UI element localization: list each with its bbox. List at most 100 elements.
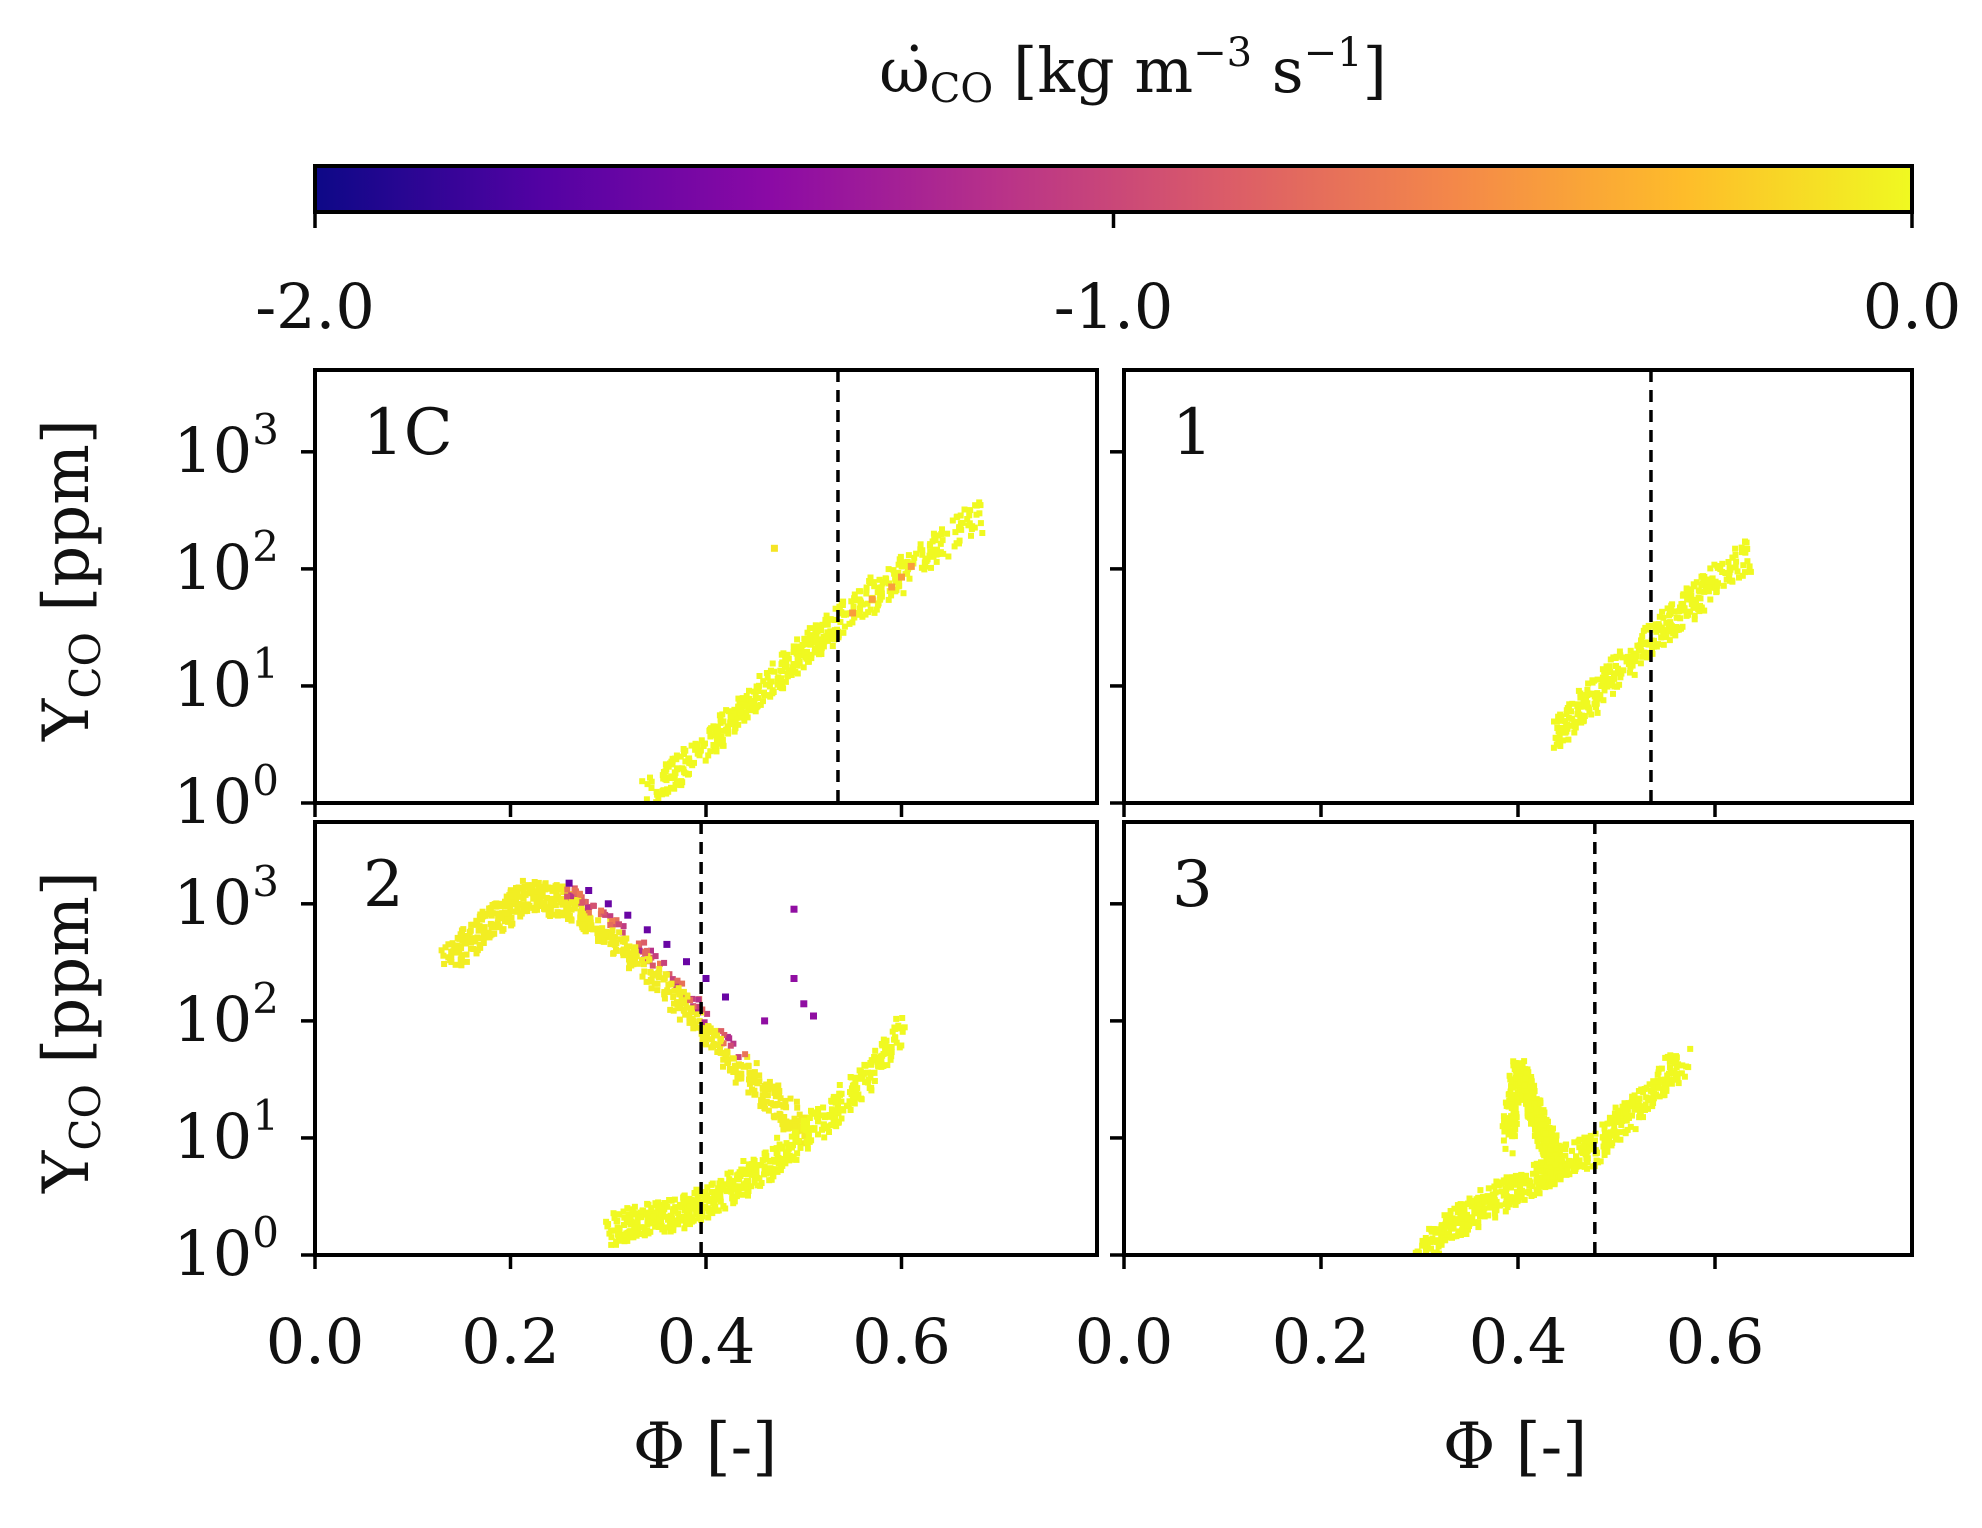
scatter-point xyxy=(666,1197,673,1203)
scatter-point xyxy=(1634,642,1641,649)
scatter-point xyxy=(1650,643,1657,650)
scatter-point xyxy=(746,1161,752,1168)
scatter-point xyxy=(1601,687,1608,694)
scatter-point xyxy=(905,552,912,559)
scatter-point xyxy=(692,746,699,753)
colorbar-label-exp1: −3 xyxy=(1193,30,1252,76)
scatter-point xyxy=(1503,1193,1510,1200)
scatter-point xyxy=(865,1069,871,1076)
scatter-point xyxy=(1562,1160,1569,1167)
scatter-point xyxy=(1629,1093,1636,1100)
scatter-point xyxy=(1545,1155,1552,1162)
scatter-point xyxy=(795,654,802,661)
scatter-point xyxy=(867,1074,874,1081)
scatter-point xyxy=(634,1223,641,1230)
scatter-point xyxy=(1663,634,1670,641)
scatter-point xyxy=(708,725,715,732)
scatter-point xyxy=(745,1089,752,1096)
scatter-point xyxy=(849,609,857,617)
scatter-point xyxy=(819,637,826,644)
scatter-point xyxy=(1622,1108,1629,1115)
scatter-point xyxy=(858,1096,865,1103)
scatter-point xyxy=(610,950,617,957)
scatter-point xyxy=(1516,1194,1523,1201)
scatter-point xyxy=(863,590,870,597)
scatter-point xyxy=(893,1015,900,1022)
scatter-point xyxy=(967,507,974,514)
scatter-point xyxy=(1720,582,1727,589)
scatter-point xyxy=(1736,574,1742,581)
scatter-point xyxy=(609,918,616,924)
scatter-point xyxy=(776,1093,783,1100)
scatter-point xyxy=(886,588,893,595)
scatter-point xyxy=(580,919,586,926)
scatter-point xyxy=(504,914,511,921)
scatter-point xyxy=(837,1106,844,1113)
scatter-point xyxy=(847,1107,854,1113)
x-tick-label: 0.6 xyxy=(852,1305,951,1378)
scatter-point xyxy=(696,1018,703,1025)
scatter-point xyxy=(1669,601,1676,608)
scatter-point xyxy=(729,1195,736,1202)
scatter-point xyxy=(772,1093,779,1100)
y-tick-label: 101 xyxy=(173,1091,279,1173)
scatter-point xyxy=(1491,1183,1498,1190)
scatter-point xyxy=(724,1170,731,1177)
scatter-point xyxy=(547,900,554,907)
scatter-point xyxy=(1537,1100,1544,1107)
scatter-point xyxy=(1468,1203,1475,1210)
scatter-point xyxy=(1613,1131,1620,1138)
scatter-point xyxy=(795,1138,802,1144)
scatter-point xyxy=(1640,641,1647,647)
scatter-point xyxy=(753,1166,760,1173)
scatter-point xyxy=(1572,1159,1578,1166)
scatter-point xyxy=(677,753,684,760)
scatter-point xyxy=(1608,1132,1615,1139)
scatter-point xyxy=(647,774,653,781)
scatter-point xyxy=(644,953,651,960)
scatter-point xyxy=(500,926,507,933)
scatter-point xyxy=(803,1114,810,1121)
scatter-point xyxy=(480,940,487,946)
scatter-point xyxy=(669,976,676,983)
scatter-point xyxy=(595,938,602,944)
scatter-point xyxy=(731,1062,738,1069)
scatter-point xyxy=(768,667,774,674)
scatter-point xyxy=(1667,610,1674,616)
scatter-point xyxy=(674,980,681,987)
scatter-point xyxy=(823,618,830,625)
scatter-point xyxy=(1599,1134,1606,1141)
scatter-point xyxy=(888,583,896,591)
y-tick-label: 102 xyxy=(173,522,279,604)
panel-3: 3 0.0 0.2 0.4 0.6 xyxy=(1075,820,1914,1378)
scatter-point xyxy=(1500,1177,1507,1184)
scatter-point xyxy=(1435,1243,1442,1250)
scatter-point xyxy=(1571,729,1578,736)
scatter-point xyxy=(1550,744,1557,751)
scatter-point xyxy=(761,1150,768,1157)
scatter-point xyxy=(1599,677,1606,684)
scatter-point xyxy=(764,1083,771,1090)
scatter-point xyxy=(447,941,454,948)
scatter-point xyxy=(539,884,546,891)
scatter-point xyxy=(831,1112,838,1118)
scatter-point xyxy=(720,1056,727,1063)
scatter-point xyxy=(808,655,815,662)
scatter-point xyxy=(751,1087,758,1094)
scatter-point xyxy=(652,1201,659,1208)
scatter-point xyxy=(681,1008,688,1014)
scatter-point xyxy=(790,905,798,913)
scatter-point xyxy=(608,1227,615,1234)
scatter-point xyxy=(711,1198,718,1204)
scatter-point xyxy=(639,1207,646,1214)
scatter-point xyxy=(792,1138,799,1145)
scatter-point xyxy=(927,548,934,555)
scatter-point xyxy=(1569,700,1576,707)
scatter-point xyxy=(724,723,731,730)
scatter-point xyxy=(553,893,560,900)
scatter-point xyxy=(498,915,505,922)
scatter-point xyxy=(485,929,492,936)
scatter-point xyxy=(1538,1179,1545,1186)
scatter-point xyxy=(1684,611,1691,618)
scatter-point xyxy=(1614,683,1621,690)
